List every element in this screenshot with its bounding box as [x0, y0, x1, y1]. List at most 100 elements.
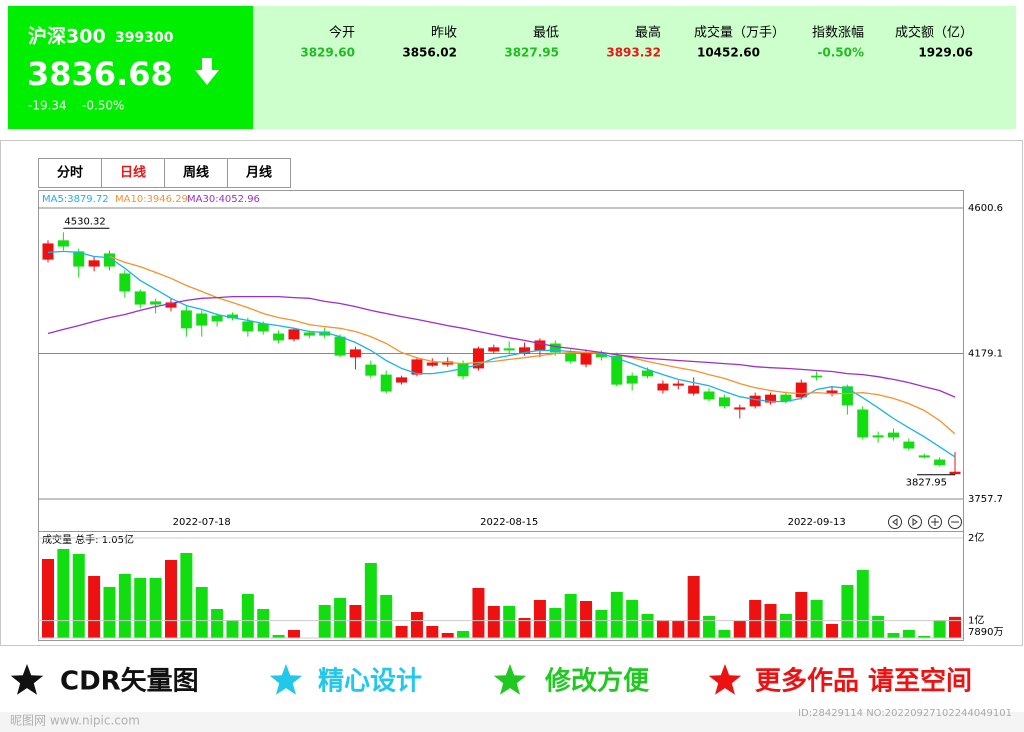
candle-body	[626, 375, 638, 384]
volume-bar	[718, 629, 731, 638]
volume-bar	[503, 606, 516, 638]
candle-body	[749, 395, 761, 407]
tab-label: 日线	[120, 165, 146, 181]
ma-line	[47, 295, 956, 398]
zoom-in-button[interactable]	[928, 515, 942, 529]
candle-body	[903, 441, 915, 449]
candle-body	[288, 329, 300, 340]
zoom-buttons	[888, 515, 962, 529]
price-change: -19.34	[28, 99, 67, 113]
candle-body	[457, 363, 469, 377]
volume-bar	[518, 618, 531, 638]
volume-tick-label: 2亿	[968, 531, 984, 544]
volume-bar	[118, 574, 131, 638]
volume-bar	[749, 599, 762, 638]
tab[interactable]	[101, 158, 165, 188]
volume-bar	[672, 620, 685, 638]
stat-value: -0.50%	[817, 46, 864, 60]
tab[interactable]	[38, 158, 102, 188]
candle-body	[165, 302, 177, 308]
zoom-out-button[interactable]	[948, 515, 962, 529]
volume-bar	[795, 591, 808, 638]
candle-body	[765, 394, 777, 403]
tab-label: 分时	[57, 165, 83, 181]
candle-body	[365, 364, 377, 376]
volume-bar	[656, 619, 669, 638]
volume-bar	[826, 624, 839, 638]
volume-bar	[610, 591, 623, 638]
candle-body	[595, 353, 607, 358]
candle-body	[611, 355, 623, 385]
star-icon	[10, 664, 44, 695]
volume-bar	[57, 548, 70, 638]
stat-label: 最低	[533, 26, 559, 41]
volume-bar	[364, 562, 377, 638]
volume-bar	[287, 629, 300, 638]
candle-body	[319, 331, 331, 336]
down-arrow	[195, 58, 219, 85]
candle-body	[273, 333, 285, 341]
tab[interactable]	[227, 158, 291, 188]
candle-body	[488, 347, 500, 352]
stat-value: 3893.32	[606, 46, 661, 60]
legend-entry: MA30:4052.96	[187, 194, 260, 205]
stat-label: 指数涨幅	[812, 26, 864, 41]
stat-value: 3856.02	[402, 46, 457, 60]
candle-body	[88, 260, 100, 267]
candle-body	[718, 397, 730, 407]
candle-body	[688, 385, 700, 394]
volume-title: 成交量 总手: 1.05亿	[42, 533, 134, 546]
index-code: 399300	[115, 30, 174, 46]
candle-body	[580, 352, 592, 365]
stat-label: 最高	[635, 25, 661, 41]
candle-body	[734, 407, 746, 410]
volume-bar	[103, 587, 116, 638]
volume-bar	[580, 600, 593, 638]
candle-body	[103, 253, 115, 267]
candle-body	[795, 382, 807, 398]
candle-body	[57, 240, 69, 247]
volume-bar	[134, 578, 147, 638]
candle-body	[242, 321, 254, 332]
volume-bar	[564, 594, 577, 638]
pan-right-button[interactable]	[908, 515, 922, 529]
volume-bar	[257, 608, 270, 638]
candle-body	[841, 386, 853, 406]
volume-bar	[195, 587, 208, 638]
candle-body	[196, 313, 208, 326]
candle-body	[180, 310, 192, 329]
candle-body	[642, 370, 654, 377]
candle-body	[150, 301, 162, 305]
legend-entry: MA5:3879.72	[42, 194, 109, 205]
volume-bar	[487, 606, 500, 638]
chart-panel	[0, 140, 1023, 646]
ma-line	[109, 255, 956, 435]
candle-body	[42, 243, 54, 260]
volume-bar	[703, 616, 716, 638]
volume-bar	[533, 599, 546, 638]
candle-body	[472, 348, 484, 369]
volume-bar	[949, 616, 961, 638]
volume-bar	[349, 605, 362, 638]
tab[interactable]	[164, 158, 228, 188]
footer-text: 精心设计	[318, 667, 422, 697]
volume-bar	[88, 576, 101, 638]
footer-text: 修改方便	[544, 666, 650, 697]
x-tick-label: 2022-09-13	[788, 517, 846, 528]
star-icon	[708, 664, 742, 695]
pan-left-button[interactable]	[888, 515, 902, 529]
volume-bar	[810, 599, 823, 638]
volume-bar	[549, 608, 562, 638]
volume-bar	[226, 619, 239, 638]
high-label: 4530.32	[64, 216, 105, 227]
volume-bar	[595, 609, 608, 638]
candle-body	[257, 323, 269, 332]
legend-entry: MA10:3946.29	[115, 194, 188, 205]
candle-body	[672, 383, 684, 386]
volume-tick-label: 1亿	[968, 614, 984, 627]
footer-text: 更多作品 请至空间	[755, 666, 972, 697]
volume-bar	[887, 632, 900, 638]
footer-text: CDR矢量图	[60, 666, 199, 697]
volume-bar	[272, 635, 285, 638]
candle-body	[226, 314, 238, 319]
